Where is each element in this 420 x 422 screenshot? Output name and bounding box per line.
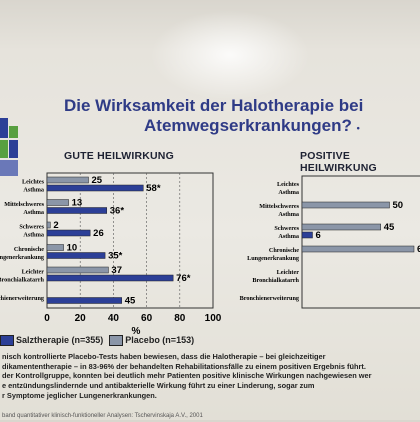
category-label: Chronische <box>269 247 299 254</box>
bar-salz <box>46 252 106 259</box>
bar-salz <box>46 297 122 304</box>
category-label: Lungenerkrankung <box>0 254 45 261</box>
category-label: Asthma <box>278 211 299 218</box>
x-tick-label: 20 <box>75 313 87 324</box>
bar-salz <box>46 274 174 282</box>
data-label: 35* <box>108 251 123 262</box>
data-label: 45 <box>125 296 136 307</box>
legend-swatch-salz <box>0 334 14 346</box>
category-label: Mittelschweres <box>259 203 299 210</box>
chart-left: 0 20 40 60 80 100%LeichtesAsthmaMittelschwere… <box>0 172 222 337</box>
data-label: 26 <box>93 228 104 239</box>
title-marker: • <box>356 123 360 133</box>
data-label: 13 <box>72 198 83 209</box>
data-label: 2 <box>53 220 58 231</box>
paragraph-1-line: dikamententherapie – in 83-96% der behan… <box>2 361 366 371</box>
page-title-line2-text: Atemwegserkrankungen? <box>144 116 352 135</box>
page-title-line2: Atemwegserkrankungen? • <box>144 116 420 136</box>
paragraph-1-line: der Kontrollgruppe, konnten bei deutlich… <box>2 371 372 380</box>
bar-placebo <box>46 176 89 184</box>
chart-title-right: POSITIVE HEILWIRKUNG <box>300 150 377 174</box>
x-tick-label: 100 <box>205 313 222 324</box>
data-label: 37 <box>111 265 122 276</box>
bar-placebo <box>46 221 51 229</box>
bar-placebo <box>46 266 109 274</box>
category-label: Asthma <box>23 209 44 216</box>
legend-label-salz: Salztherapie (n=355) <box>16 335 104 345</box>
paragraph-2: e entzündungslindernde und antibakteriel… <box>2 381 420 400</box>
data-label: 6 <box>316 230 321 241</box>
category-label: Asthma <box>278 233 299 240</box>
bar-salz <box>46 229 91 237</box>
x-tick-label: 0 <box>44 313 50 324</box>
bar-placebo <box>46 244 64 251</box>
bar-placebo <box>301 245 415 253</box>
data-label: 25 <box>92 175 103 186</box>
bar-salz <box>301 231 313 239</box>
category-label: Schweres <box>274 225 299 232</box>
data-label: 36* <box>110 206 125 217</box>
chart-legend: Salztherapie (n=355) Placebo (n=153) <box>0 334 200 346</box>
logo <box>0 118 18 180</box>
bar-placebo <box>301 223 381 231</box>
paragraph-1: nisch kontrollierte Placebo-Tests haben … <box>2 352 420 381</box>
category-label: Asthma <box>23 186 44 193</box>
category-label: Asthma <box>278 189 299 196</box>
category-label: Leichter <box>22 268 45 275</box>
bar-salz <box>46 184 144 192</box>
data-label: 10 <box>67 243 78 254</box>
paragraph-2-line: r Symptome jeglicher Lungenerkrankungen. <box>2 390 157 400</box>
paragraph-1-line: nisch kontrollierte Placebo-Tests haben … <box>2 352 326 361</box>
plot-frame <box>46 172 214 309</box>
category-label: Schweres <box>19 223 44 230</box>
legend-item-salz: Salztherapie (n=355) <box>0 334 104 346</box>
paragraph-2-line: e entzündungslindernde und antibakteriel… <box>2 381 315 390</box>
category-label: Bronchienerweiterung <box>0 295 45 302</box>
x-tick-label: 40 <box>108 313 120 324</box>
category-label: Leichtes <box>22 178 45 185</box>
category-label: Mittelschweres <box>4 201 44 208</box>
category-label: Leichtes <box>277 181 300 188</box>
light-glare <box>150 10 310 100</box>
data-label: 50 <box>393 200 404 211</box>
category-label: Bronchialkatarrh <box>252 277 299 284</box>
chart-right: LeichtesAsthmaMittelschweresAsthmaSchwer… <box>240 175 420 309</box>
page-title-line1: Die Wirksamkeit der Halotherapie bei <box>64 96 364 115</box>
plot-frame <box>301 175 420 309</box>
data-label: 64 <box>417 244 420 255</box>
category-label: Asthma <box>23 231 44 238</box>
x-tick-label: 60 <box>141 313 153 324</box>
data-label: 58* <box>146 183 161 194</box>
legend-item-placebo: Placebo (n=153) <box>109 334 195 346</box>
legend-swatch-placebo <box>109 334 124 346</box>
x-axis-label: % <box>132 326 141 337</box>
category-label: Chronische <box>14 246 44 253</box>
category-label: Lungenerkrankung <box>247 255 300 262</box>
legend-label-placebo: Placebo (n=153) <box>125 335 195 345</box>
data-label: 45 <box>384 222 395 233</box>
chart-title-left: GUTE HEILWIRKUNG <box>64 150 174 162</box>
bar-placebo <box>301 201 390 209</box>
footnote: band quantitativer klinisch-funktionelle… <box>2 413 203 419</box>
data-label: 76* <box>176 273 191 284</box>
category-label: Bronchialkatarrh <box>0 276 45 283</box>
category-label: Bronchienerweiterung <box>240 295 300 302</box>
bar-placebo <box>46 199 69 206</box>
bar-salz <box>46 207 108 214</box>
category-label: Leichter <box>277 269 300 276</box>
x-tick-label: 80 <box>174 313 186 324</box>
